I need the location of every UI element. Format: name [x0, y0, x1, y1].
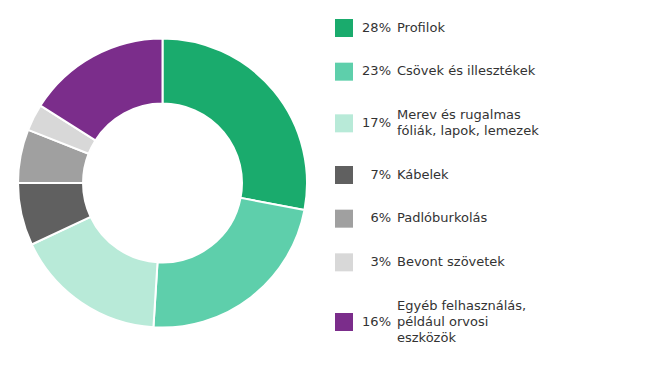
donut: [18, 39, 307, 328]
legend-swatch: [335, 210, 353, 228]
legend-percentage: 23%: [362, 63, 391, 78]
legend-swatch: [335, 114, 353, 132]
legend-label-line: Kábelek: [397, 167, 449, 182]
slice: [153, 198, 304, 328]
legend-label-line: Csövek és illesztékek: [397, 63, 536, 78]
legend-swatch: [335, 63, 353, 81]
legend-percentage: 3%: [370, 254, 391, 269]
legend-label: Csövek és illesztékek: [397, 63, 536, 78]
legend-swatch: [335, 166, 353, 184]
legend-label-line: Merev és rugalmas: [397, 107, 521, 122]
legend-label-line: fóliák, lapok, lemezek: [397, 123, 539, 138]
legend-swatch: [335, 19, 353, 37]
legend-label: Kábelek: [397, 167, 449, 182]
legend-percentage: 16%: [362, 314, 391, 329]
legend-label: Profilok: [397, 20, 445, 35]
legend-item: 6% Padlóburkolás: [335, 210, 487, 228]
legend-label-line: Egyéb felhasználás,: [397, 298, 526, 313]
legend-label: Egyéb felhasználás,például orvosieszközö…: [397, 298, 526, 345]
legend: 28% Profilok 23% Csövek és illesztékek 17% Me…: [335, 19, 539, 345]
slice: [40, 39, 162, 141]
legend-percentage: 7%: [370, 167, 391, 182]
legend-swatch: [335, 253, 353, 271]
slice: [163, 39, 308, 211]
legend-percentage: 17%: [362, 115, 391, 130]
legend-label-line: például orvosi: [397, 314, 488, 329]
legend-label: Padlóburkolás: [397, 210, 487, 225]
legend-item: 7% Kábelek: [335, 166, 449, 184]
legend-label-line: Padlóburkolás: [397, 210, 487, 225]
legend-label-line: eszközök: [397, 330, 456, 345]
legend-item: 16% Egyéb felhasználás,például orvosieszk…: [335, 298, 526, 345]
slice: [18, 183, 91, 245]
legend-item: 3% Bevont szövetek: [335, 253, 505, 271]
legend-item: 28% Profilok: [335, 19, 445, 37]
legend-label-line: Profilok: [397, 20, 445, 35]
legend-item: 23% Csövek és illesztékek: [335, 63, 536, 81]
legend-percentage: 6%: [370, 210, 391, 225]
legend-item: 17% Merev és rugalmasfóliák, lapok, lemez…: [335, 107, 539, 138]
legend-label: Merev és rugalmasfóliák, lapok, lemezek: [397, 107, 539, 138]
legend-label-line: Bevont szövetek: [397, 254, 505, 269]
chart-root: 28% Profilok 23% Csövek és illesztékek 17% Me…: [0, 0, 650, 366]
legend-percentage: 28%: [362, 20, 391, 35]
legend-label: Bevont szövetek: [397, 254, 505, 269]
legend-swatch: [335, 313, 353, 331]
